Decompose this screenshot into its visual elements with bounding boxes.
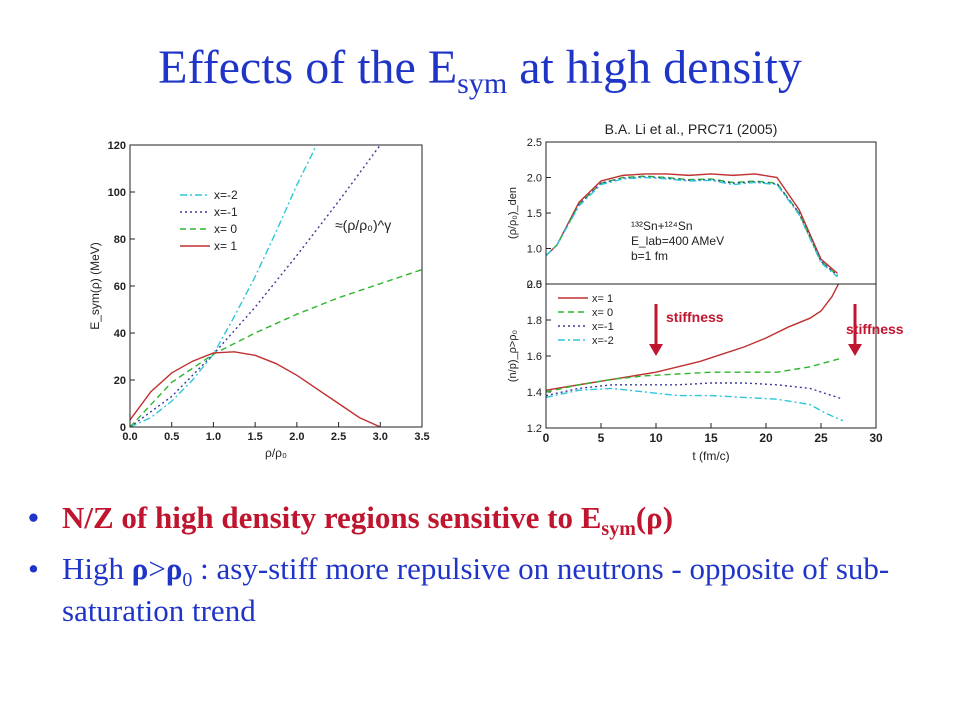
legend-label: x= 0 — [214, 222, 237, 236]
legend-label: x=-2 — [592, 335, 614, 347]
y-tick-label: 1.6 — [527, 351, 542, 363]
title-main: Effects of the E — [158, 41, 458, 94]
density-line-x-1 — [546, 176, 838, 277]
rho-symbol: ρ — [131, 551, 149, 587]
x-tick-label: 2.5 — [331, 431, 346, 443]
y-tick-label: 40 — [114, 328, 126, 340]
stiffness-label: stiffness — [666, 309, 724, 325]
x-tick-label: 3.5 — [414, 431, 429, 443]
y-tick-label: 1.2 — [527, 423, 542, 435]
legend-label: x=-2 — [214, 188, 238, 202]
bullet-text: N/Z of high density regions sensitive to… — [62, 500, 602, 535]
power-law-annotation: ≈(ρ/ρ₀)^γ — [335, 217, 391, 233]
bullet-subscript: sym — [601, 518, 636, 541]
series-line-x-1 — [130, 145, 381, 427]
legend-label: x= 1 — [592, 293, 613, 305]
legend-label: x=-1 — [214, 205, 238, 219]
y-tick-label: 0 — [120, 422, 126, 434]
bullet-text-end: (ρ) — [635, 500, 674, 535]
citation: B.A. Li et al., PRC71 (2005) — [605, 121, 778, 137]
x-tick-label: 30 — [869, 431, 883, 445]
x-tick-label: 0 — [543, 431, 550, 445]
slide-title: Effects of the Esym at high density — [0, 41, 960, 100]
density-y-axis-label: (ρ/ρ₀)_den — [507, 187, 519, 239]
x-tick-label: 15 — [704, 431, 718, 445]
title-subscript: sym — [457, 67, 508, 100]
greater-than-symbol: > — [148, 551, 166, 587]
esym-density-chart: 0.0 0.5 1.0 1.5 2.0 2.5 3.0 3.5020406080100120 … — [88, 140, 430, 460]
bullet-item: • N/Z of high density regions sensitive … — [28, 500, 948, 541]
y-tick-label: 2.0 — [527, 173, 542, 185]
bullet-text: High — [62, 551, 132, 587]
reaction-annotation: b=1 fm — [631, 249, 668, 263]
x-axis-label: t (fm/c) — [692, 449, 729, 463]
bullet-text-end: : asy-stiff more repulsive on neutrons -… — [62, 551, 890, 628]
arrow-head — [649, 344, 663, 356]
density-line-x1 — [546, 173, 838, 274]
legend-label: x=-1 — [592, 321, 614, 333]
y-tick-label: 2.5 — [527, 137, 542, 149]
transport-results-chart: B.A. Li et al., PRC71 (2005) 0.5 1.0 1.5 2.… — [507, 121, 904, 463]
bullet-dot: • — [28, 500, 39, 535]
y-tick-label: 1.0 — [527, 244, 542, 256]
np-ratio-line-x0 — [546, 357, 844, 393]
title-rest: at high density — [507, 41, 802, 94]
y-tick-label: 80 — [114, 234, 126, 246]
legend-label: x= 1 — [214, 239, 237, 253]
density-line-x-2 — [546, 176, 838, 278]
x-tick-label: 20 — [759, 431, 773, 445]
reaction-annotation: ¹³²Sn+¹²⁴Sn — [631, 219, 693, 233]
reaction-annotation: E_lab=400 AMeV — [631, 234, 724, 248]
series-line-x0 — [130, 268, 422, 427]
rho0-symbol: ρ — [165, 551, 183, 587]
arrow-head — [848, 344, 862, 356]
x-tick-label: 2.0 — [289, 431, 304, 443]
series-line-x1 — [130, 351, 381, 427]
y-tick-label: 2.0 — [527, 279, 542, 291]
x-tick-label: 1.0 — [206, 431, 221, 443]
y-tick-label: 100 — [108, 187, 126, 199]
x-tick-label: 0.0 — [122, 431, 137, 443]
legend-label: x= 0 — [592, 307, 613, 319]
y-tick-label: 60 — [114, 281, 126, 293]
x-tick-label: 3.0 — [373, 431, 388, 443]
rho0-subscript: 0 — [182, 569, 193, 592]
y-tick-label: 120 — [108, 140, 126, 152]
x-axis-label: ρ/ρ₀ — [265, 446, 287, 460]
x-tick-label: 0.5 — [164, 431, 179, 443]
y-tick-label: 1.5 — [527, 208, 542, 220]
bullet-dot: • — [28, 551, 39, 587]
y-tick-label: 20 — [114, 375, 126, 387]
np-ratio-y-axis-label: (n/p)_ρ>ρ₀ — [507, 330, 519, 382]
np-ratio-line-x-1 — [546, 382, 844, 400]
x-tick-label: 5 — [598, 431, 605, 445]
y-tick-label: 0.5 — [527, 279, 542, 291]
y-tick-label: 1.4 — [527, 387, 542, 399]
series-line-x-2 — [130, 145, 318, 427]
np-ratio-line-x1 — [546, 284, 840, 391]
y-axis-label: E_sym(ρ) (MeV) — [88, 242, 102, 330]
bullet-item: • High ρ>ρ0 : asy-stiff more repulsive o… — [28, 551, 948, 628]
bullet-list: • N/Z of high density regions sensitive … — [28, 500, 948, 639]
stiffness-label: stiffness — [846, 321, 904, 337]
x-tick-label: 1.5 — [247, 431, 262, 443]
np-ratio-line-x-2 — [546, 387, 844, 422]
x-tick-label: 10 — [649, 431, 663, 445]
x-tick-label: 25 — [814, 431, 828, 445]
y-tick-label: 1.8 — [527, 315, 542, 327]
